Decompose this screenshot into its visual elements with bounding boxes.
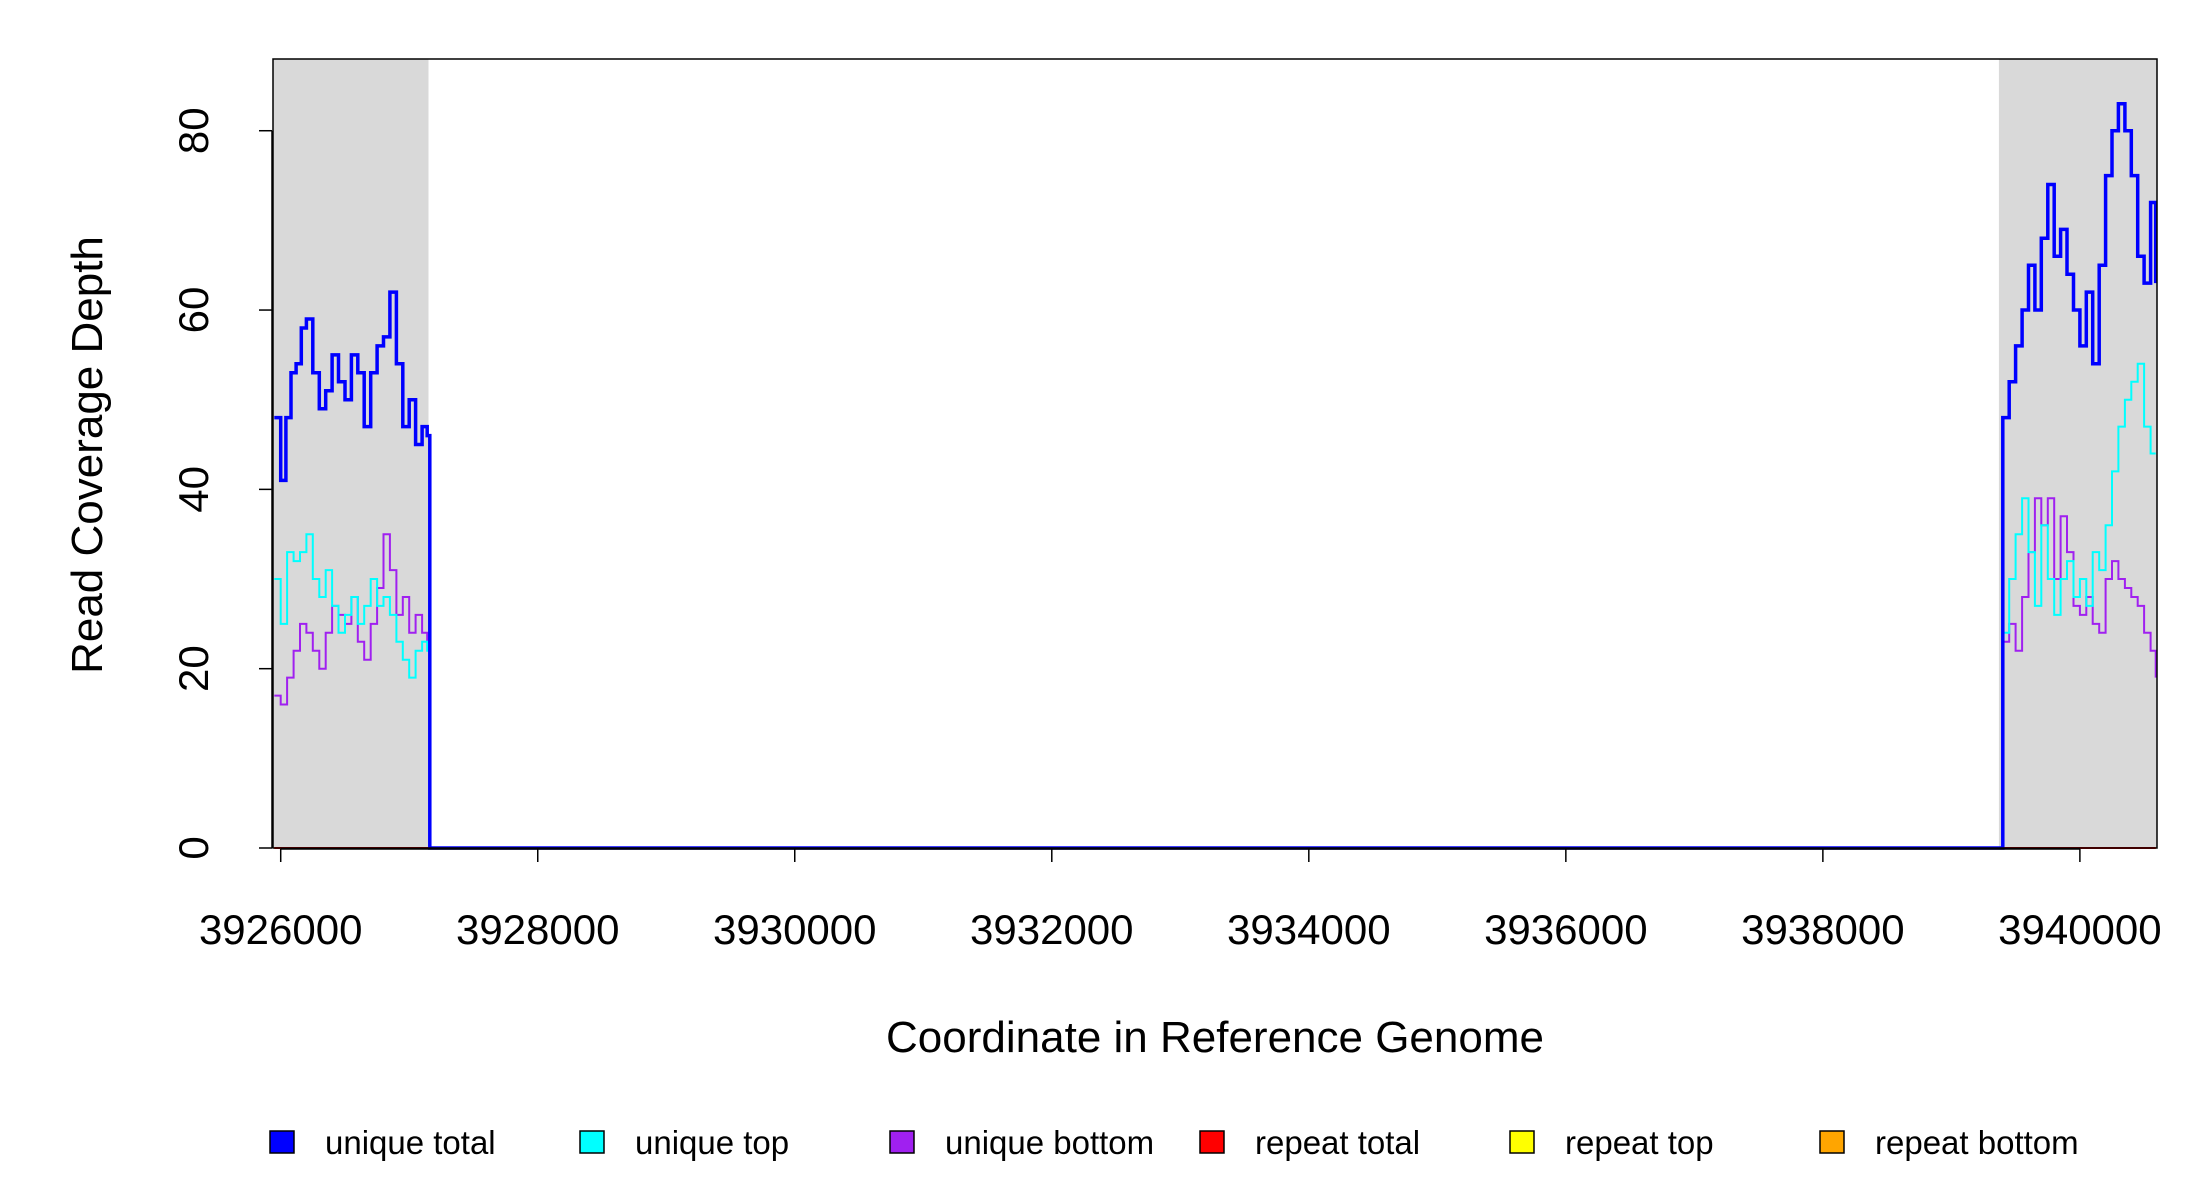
legend-item-unique-bottom: unique bottom bbox=[889, 1124, 1154, 1161]
legend-item-repeat-bottom: repeat bottom bbox=[1819, 1124, 2079, 1161]
legend-item-repeat-total: repeat total bbox=[1199, 1124, 1420, 1161]
x-tick-label: 3930000 bbox=[713, 906, 877, 953]
legend-label: unique bottom bbox=[945, 1124, 1154, 1161]
x-axis-label: Coordinate in Reference Genome bbox=[886, 1013, 1544, 1062]
legend-item-unique-top: unique top bbox=[579, 1124, 789, 1161]
legend-swatch bbox=[1509, 1130, 1535, 1154]
legend-item-unique-total: unique total bbox=[269, 1124, 496, 1161]
legend-label: unique top bbox=[635, 1124, 789, 1161]
legend-label: unique total bbox=[325, 1124, 496, 1161]
legend-label: repeat top bbox=[1565, 1124, 1714, 1161]
plot-area bbox=[273, 59, 2158, 850]
legend-label: repeat total bbox=[1255, 1124, 1420, 1161]
series-line-unique-total bbox=[274, 102, 2158, 850]
shaded-region-1 bbox=[273, 59, 429, 848]
axes: 3926000 3928000 3930000 3932000 3934000 39360… bbox=[170, 58, 2162, 953]
y-tick-label: 80 bbox=[170, 107, 217, 154]
y-tick-label: 40 bbox=[170, 466, 217, 513]
y-axis-label: Read Coverage Depth bbox=[63, 236, 112, 674]
series-line-unique-bottom bbox=[274, 497, 2157, 849]
legend-swatch bbox=[579, 1130, 605, 1154]
y-tick-label: 60 bbox=[170, 287, 217, 334]
legend-item-repeat-top: repeat top bbox=[1509, 1124, 1714, 1161]
legend-swatch bbox=[1819, 1130, 1845, 1154]
x-tick-label: 3940000 bbox=[1998, 906, 2162, 953]
x-tick-label: 3938000 bbox=[1741, 906, 1905, 953]
x-tick-label: 3926000 bbox=[199, 906, 363, 953]
series-line-unique-top bbox=[274, 362, 2156, 849]
legend: unique total unique top unique bottom repea… bbox=[269, 1124, 2079, 1161]
shaded-region-2 bbox=[1998, 59, 2157, 848]
plot-frame bbox=[272, 58, 2158, 849]
legend-swatch bbox=[269, 1130, 295, 1154]
y-tick-label: 20 bbox=[170, 645, 217, 692]
x-tick-label: 3928000 bbox=[456, 906, 620, 953]
legend-swatch bbox=[889, 1130, 915, 1154]
legend-swatch bbox=[1199, 1130, 1225, 1154]
x-tick-label: 3934000 bbox=[1227, 906, 1391, 953]
legend-label: repeat bottom bbox=[1875, 1124, 2079, 1161]
x-tick-label: 3932000 bbox=[970, 906, 1134, 953]
x-tick-label: 3936000 bbox=[1484, 906, 1648, 953]
y-tick-label: 0 bbox=[170, 836, 217, 859]
